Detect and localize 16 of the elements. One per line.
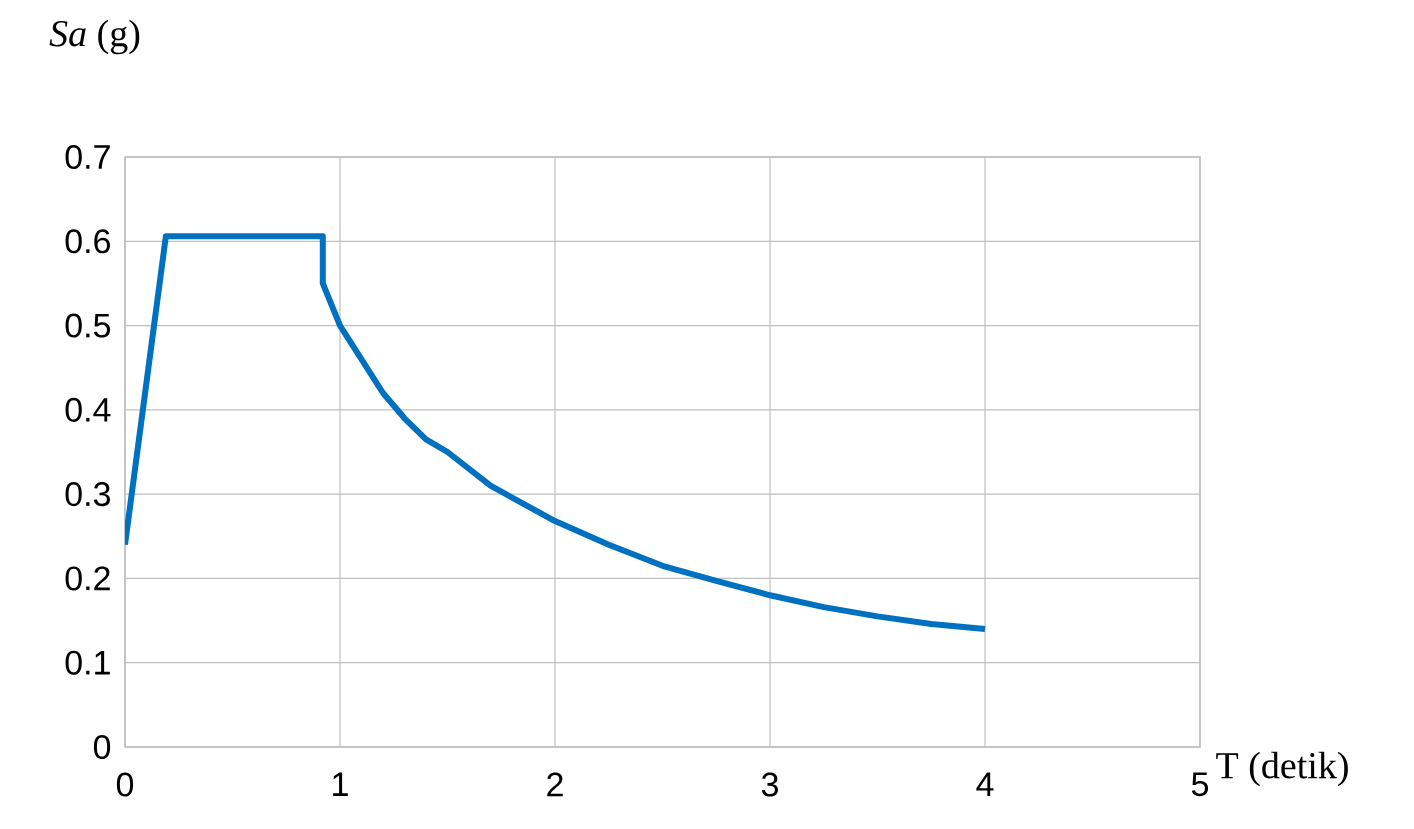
x-tick-label: 5: [1191, 772, 1209, 797]
x-tick-label: 4: [976, 772, 994, 796]
x-tick-label: 1: [333, 772, 348, 796]
y-axis-title: Sa (g): [49, 19, 140, 55]
x-tick-label: 2: [547, 772, 563, 797]
y-tick-label: 0.7: [65, 144, 110, 170]
y-tick-label: 0.3: [65, 482, 110, 507]
y-tick-label: 0.1: [65, 650, 110, 675]
y-tick-label: 0.5: [65, 313, 111, 338]
y-tick-label: 0: [93, 734, 111, 760]
y-tick-label: 0.4: [65, 397, 111, 422]
y-tick-label: 0.6: [65, 229, 110, 254]
x-tick-label: 0: [116, 772, 134, 797]
y-tick-label: 0.2: [65, 566, 110, 591]
x-axis-title: T (detik): [1216, 751, 1348, 787]
x-tick-label: 3: [761, 772, 778, 797]
